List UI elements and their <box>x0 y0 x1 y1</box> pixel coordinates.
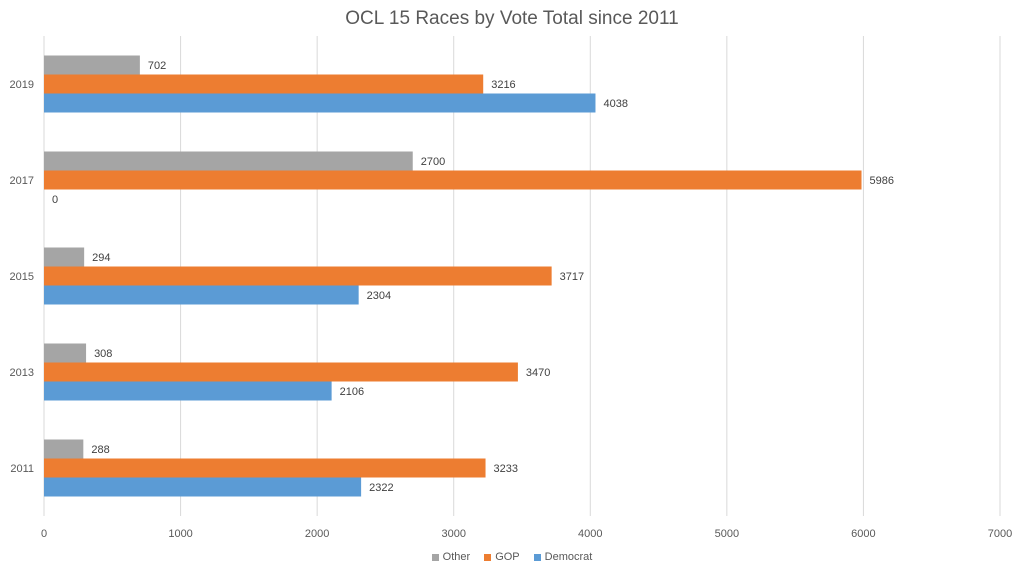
x-tick-label: 7000 <box>988 528 1012 540</box>
data-label-gop-2017: 5986 <box>870 175 894 187</box>
category-label: 2011 <box>10 463 34 475</box>
data-label-democrat-2011: 2322 <box>369 482 393 494</box>
x-tick-label: 3000 <box>441 528 465 540</box>
x-tick-label: 5000 <box>715 528 739 540</box>
x-axis-tick-labels: 0 1000 2000 3000 4000 5000 6000 7000 <box>41 528 1012 540</box>
legend-item-democrat: Democrat <box>533 551 593 563</box>
legend-item-other: Other <box>431 551 471 563</box>
category-labels: 2011 2013 2015 2017 2019 <box>10 79 34 475</box>
data-label-gop-2019: 3216 <box>491 79 515 91</box>
legend-item-gop: GOP <box>484 551 520 563</box>
legend-swatch-icon <box>533 553 541 561</box>
category-label: 2019 <box>10 79 34 91</box>
data-label-democrat-2017: 0 <box>52 194 58 206</box>
legend-swatch-icon <box>484 553 492 561</box>
bar-gop-2011 <box>44 458 486 478</box>
bar-other-2011 <box>44 439 84 459</box>
x-tick-label: 0 <box>41 528 47 540</box>
bar-other-2013 <box>44 343 87 363</box>
category-label: 2013 <box>10 367 34 379</box>
x-tick-label: 4000 <box>578 528 602 540</box>
legend-label: Other <box>442 551 471 563</box>
legend: Other GOP Democrat <box>0 551 1024 563</box>
data-label-other-2017: 2700 <box>421 156 445 168</box>
bar-gop-2013 <box>44 362 518 382</box>
bar-gop-2017 <box>44 170 862 190</box>
data-label-gop-2011: 3233 <box>494 463 518 475</box>
bar-democrat-2019 <box>44 93 596 113</box>
legend-label: GOP <box>495 551 520 563</box>
bar-democrat-2011 <box>44 477 362 497</box>
bar-other-2017 <box>44 151 413 171</box>
data-labels: 288 3233 2322 308 3470 2106 294 3717 2304 2700 598… <box>52 60 894 494</box>
chart-title: OCL 15 Races by Vote Total since 2011 <box>345 8 679 29</box>
data-label-other-2019: 702 <box>148 60 166 72</box>
data-label-democrat-2015: 2304 <box>367 290 391 302</box>
data-label-other-2015: 294 <box>92 252 110 264</box>
legend-swatch-icon <box>431 553 439 561</box>
category-label: 2015 <box>10 271 34 283</box>
bar-democrat-2015 <box>44 285 359 305</box>
bar-democrat-2013 <box>44 381 332 401</box>
x-tick-label: 2000 <box>305 528 329 540</box>
data-label-democrat-2013: 2106 <box>340 386 364 398</box>
category-label: 2017 <box>10 175 34 187</box>
data-label-other-2013: 308 <box>94 348 112 360</box>
data-label-gop-2015: 3717 <box>560 271 584 283</box>
data-label-gop-2013: 3470 <box>526 367 550 379</box>
x-tick-label: 1000 <box>168 528 192 540</box>
bar-other-2019 <box>44 55 140 75</box>
x-tick-label: 6000 <box>851 528 875 540</box>
data-label-other-2011: 288 <box>91 444 109 456</box>
bar-gop-2019 <box>44 74 484 94</box>
legend-label: Democrat <box>544 551 593 563</box>
bars <box>44 55 862 497</box>
data-label-democrat-2019: 4038 <box>603 98 627 110</box>
bar-gop-2015 <box>44 266 552 286</box>
bar-other-2015 <box>44 247 85 267</box>
